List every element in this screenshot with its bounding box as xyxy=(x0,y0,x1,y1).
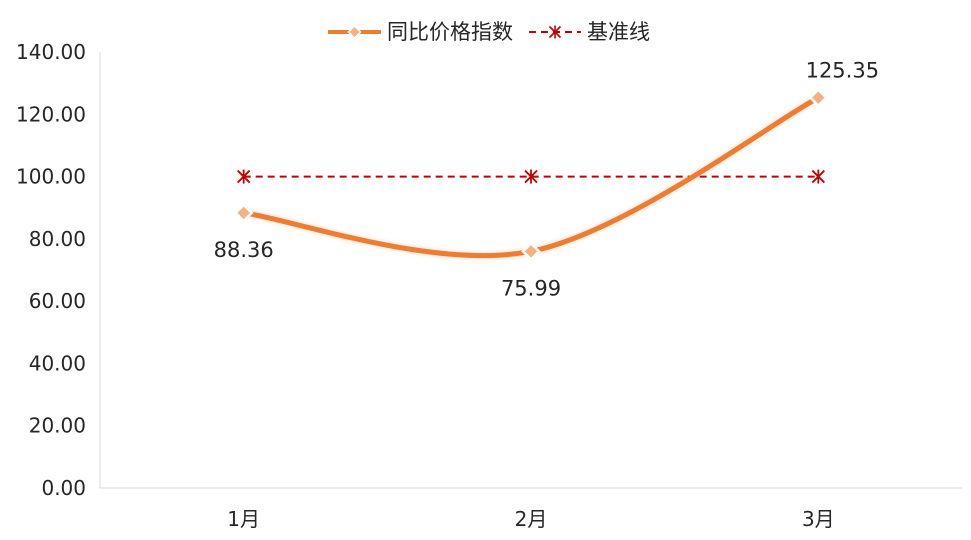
data-label: 125.35 xyxy=(806,59,879,83)
price-index-point xyxy=(521,241,541,262)
price-index-point xyxy=(233,203,254,223)
data-labels: 88.36 75.99 125.35 xyxy=(214,59,879,301)
y-tick-label: 60.00 xyxy=(29,289,86,313)
legend-label-baseline: 基准线 xyxy=(587,20,650,44)
data-label: 88.36 xyxy=(214,238,274,262)
y-tick-label: 20.00 xyxy=(29,414,86,438)
price-index-point xyxy=(808,87,829,108)
y-tick-label: 0.00 xyxy=(41,476,86,500)
legend: 同比价格指数 基准线 xyxy=(328,20,650,44)
x-tick-label: 1月 xyxy=(227,507,260,531)
y-tick-label: 120.00 xyxy=(16,102,86,126)
x-tick-label: 2月 xyxy=(515,507,548,531)
baseline-point xyxy=(237,169,251,184)
y-tick-label: 140.00 xyxy=(16,40,86,64)
y-tick-label: 100.00 xyxy=(16,165,86,189)
legend-item-baseline: 基准线 xyxy=(529,20,650,44)
x-axis-ticks: 1月 2月 3月 xyxy=(227,507,834,531)
x-tick-label: 3月 xyxy=(802,507,835,531)
legend-diamond-marker-icon xyxy=(347,24,362,40)
series-layer xyxy=(233,87,829,262)
legend-item-price-index: 同比价格指数 xyxy=(328,20,513,44)
y-tick-label: 40.00 xyxy=(29,351,86,375)
legend-label-price-index: 同比价格指数 xyxy=(387,20,513,44)
data-label: 75.99 xyxy=(501,276,561,300)
baseline-point xyxy=(811,169,825,184)
y-tick-label: 80.00 xyxy=(29,227,86,251)
y-axis-ticks: 0.00 20.00 40.00 60.00 80.00 100.00 120.00 140.… xyxy=(16,40,86,500)
legend-asterisk-marker-icon xyxy=(548,25,562,39)
baseline-point xyxy=(524,169,538,184)
